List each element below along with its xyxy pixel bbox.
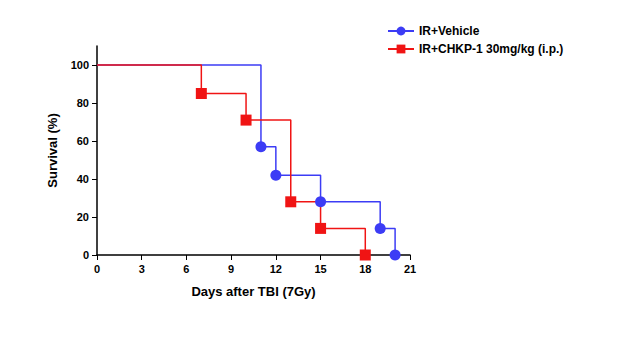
svg-text:20: 20	[77, 211, 89, 223]
svg-text:IR+Vehicle: IR+Vehicle	[419, 24, 480, 38]
svg-text:40: 40	[77, 173, 89, 185]
svg-text:6: 6	[183, 263, 189, 275]
svg-text:IR+CHKP-1 30mg/kg (i.p.): IR+CHKP-1 30mg/kg (i.p.)	[419, 42, 563, 56]
svg-text:80: 80	[77, 97, 89, 109]
svg-text:0: 0	[94, 263, 100, 275]
svg-text:15: 15	[314, 263, 326, 275]
svg-text:12: 12	[270, 263, 282, 275]
svg-text:0: 0	[83, 249, 89, 261]
svg-text:100: 100	[71, 59, 89, 71]
svg-text:3: 3	[139, 263, 145, 275]
svg-text:21: 21	[404, 263, 416, 275]
svg-text:60: 60	[77, 135, 89, 147]
svg-text:18: 18	[359, 263, 371, 275]
svg-text:Survival (%): Survival (%)	[45, 113, 60, 187]
svg-text:Days after TBI (7Gy): Days after TBI (7Gy)	[191, 284, 315, 299]
svg-text:9: 9	[228, 263, 234, 275]
